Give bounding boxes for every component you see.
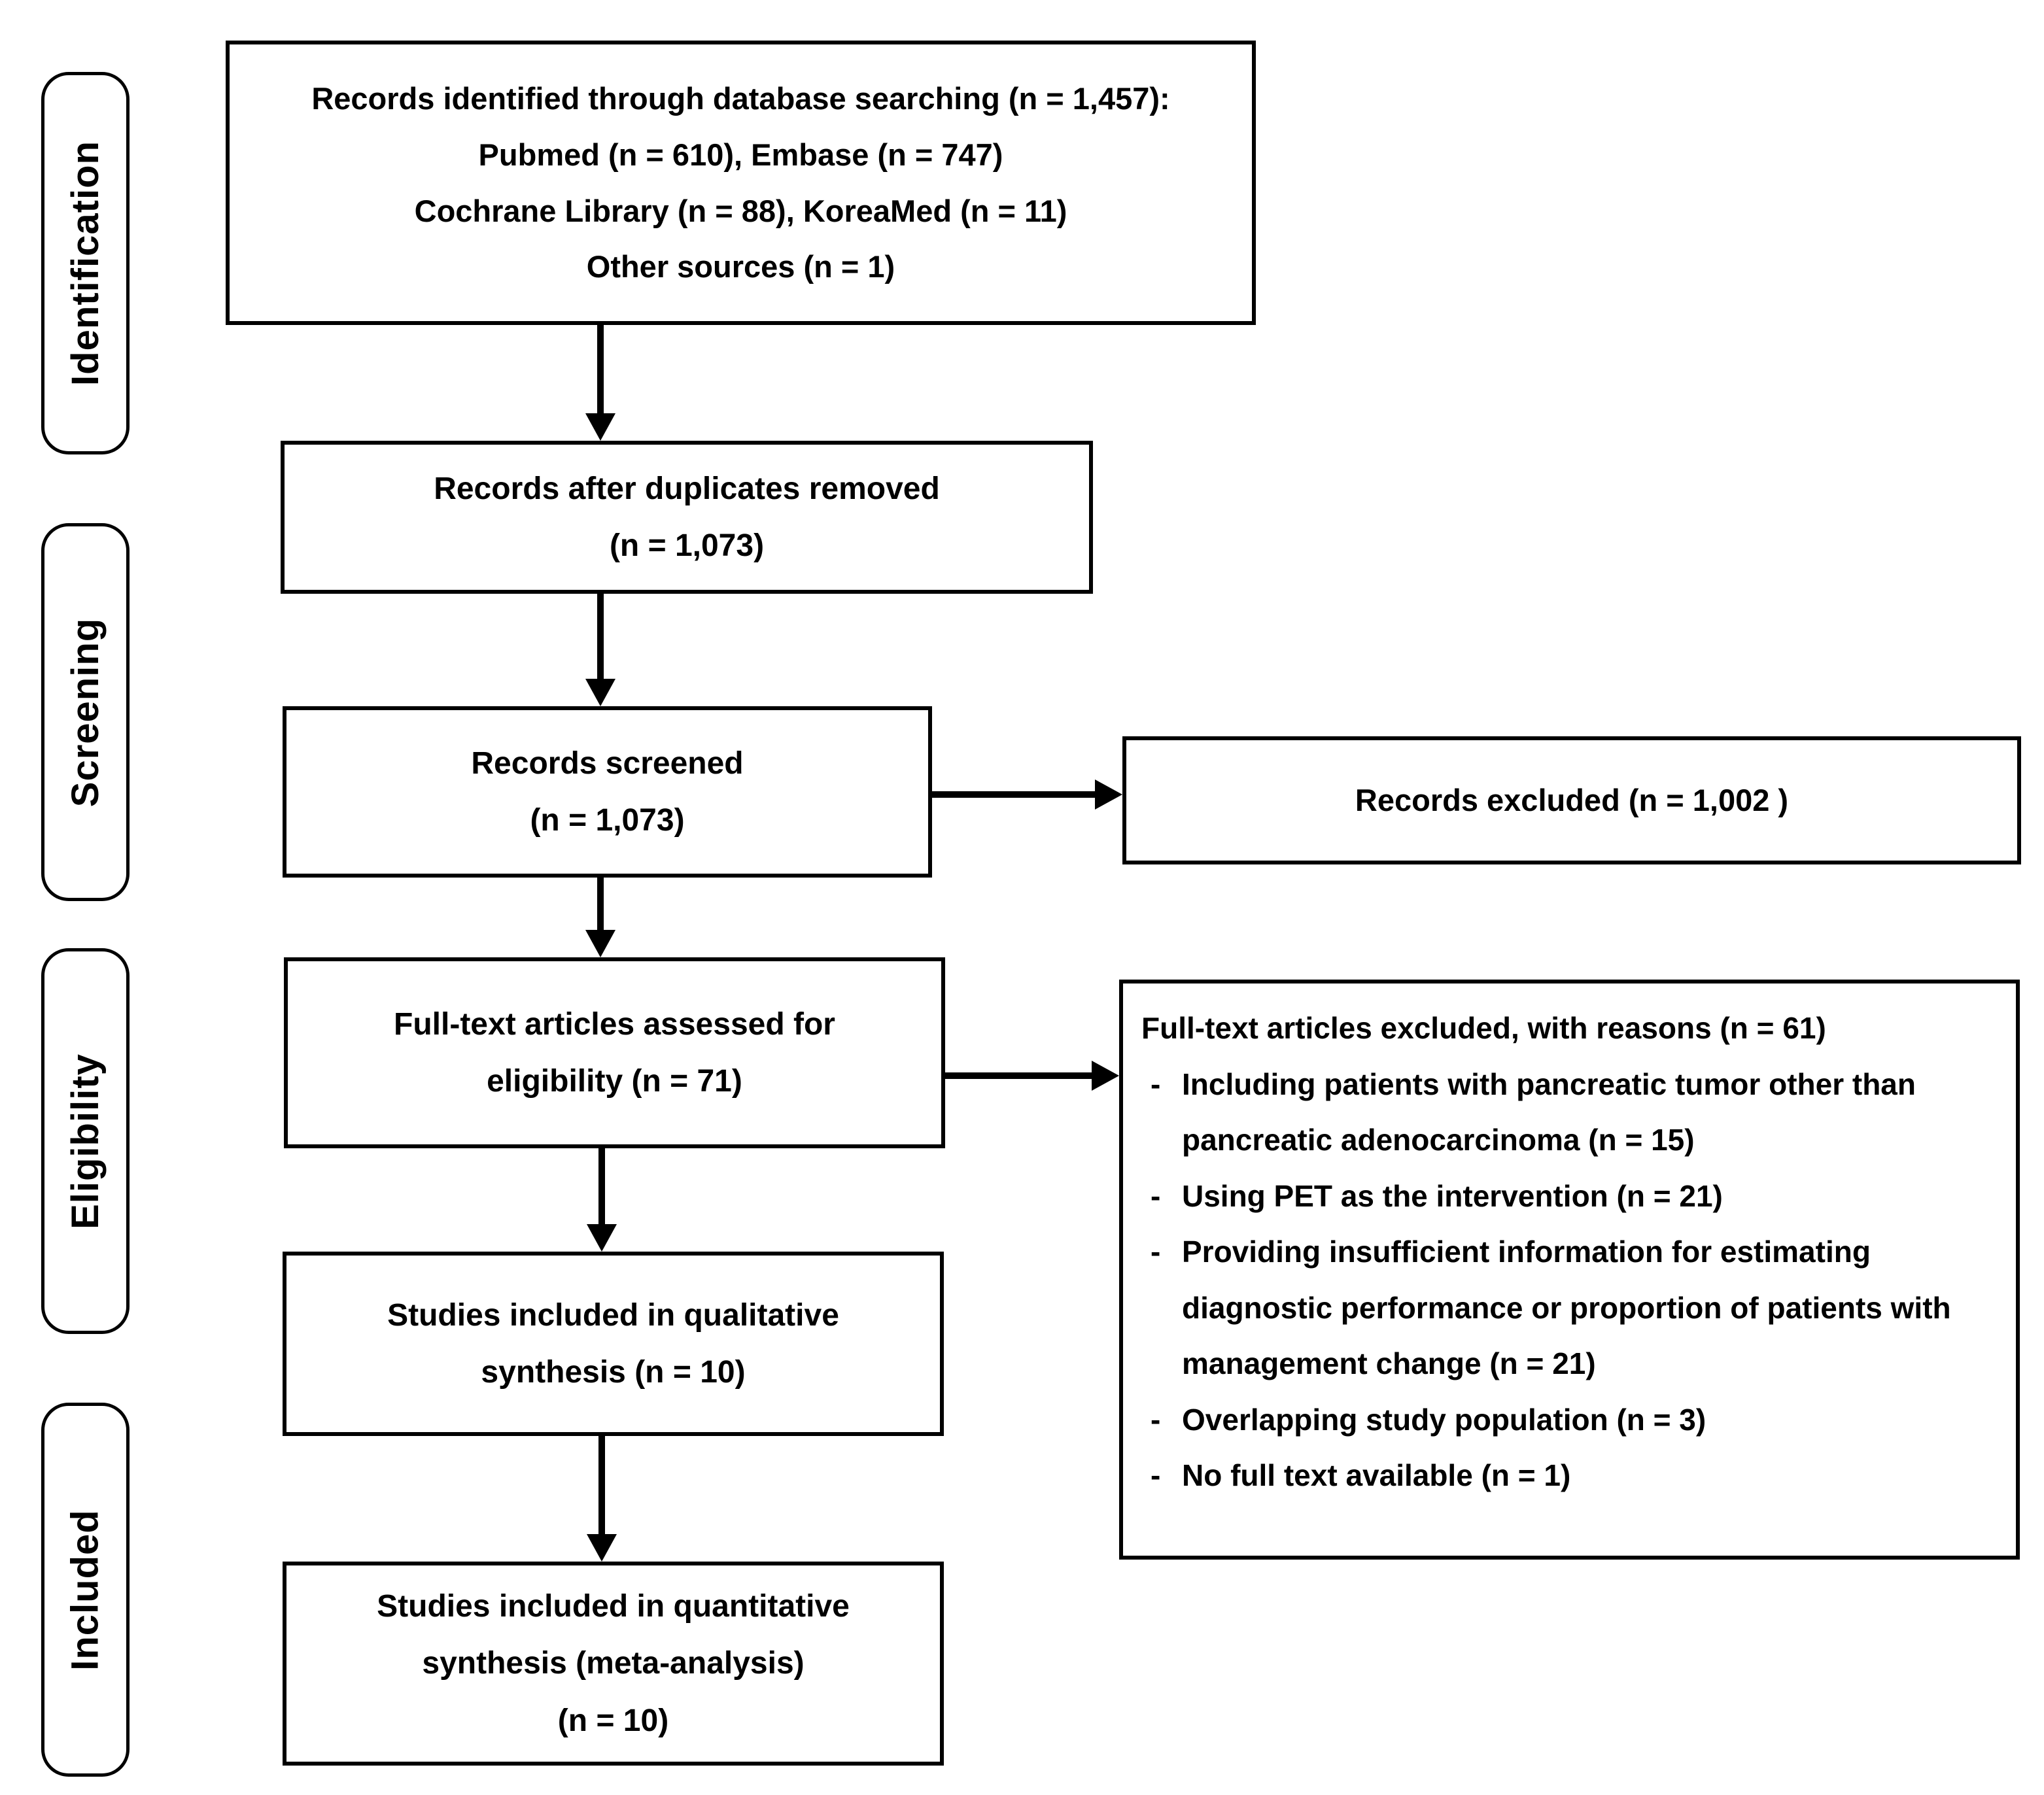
box-records-screened-text: Records screened (n = 1,073) bbox=[471, 745, 744, 838]
box-fulltext-assessed: Full-text articles assessed for eligibil… bbox=[284, 957, 945, 1148]
exclusion-reason-item: - Using PET as the intervention (n = 21) bbox=[1141, 1169, 2001, 1225]
box-qualitative-synthesis: Studies included in qualitative synthesi… bbox=[283, 1252, 944, 1436]
stage-identification-label: Identification bbox=[64, 141, 107, 386]
box-records-identified: Records identified through database sear… bbox=[226, 41, 1256, 325]
box-records-excluded-text: Records excluded (n = 1,002 ) bbox=[1355, 783, 1789, 818]
arrow-head bbox=[1095, 779, 1122, 810]
stage-screening-label: Screening bbox=[64, 617, 107, 807]
exclusion-reason-item: - Overlapping study population (n = 3) bbox=[1141, 1392, 2001, 1448]
box-fulltext-excluded: Full-text articles excluded, with reason… bbox=[1119, 980, 2020, 1560]
exclusion-reason-text: Overlapping study population (n = 3) bbox=[1182, 1402, 1706, 1437]
box-records-identified-text: Records identified through database sear… bbox=[311, 81, 1170, 284]
stage-eligibility-label: Eligibility bbox=[64, 1053, 107, 1229]
fulltext-excluded-header: Full-text articles excluded, with reason… bbox=[1141, 1011, 1826, 1045]
exclusion-reason-text: Including patients with pancreatic tumor… bbox=[1182, 1067, 1916, 1157]
arrow-screened-to-fulltext bbox=[585, 878, 615, 957]
box-quantitative-synthesis-text: Studies included in quantitative synthes… bbox=[377, 1588, 850, 1738]
arrow-shaft bbox=[932, 791, 1096, 798]
arrow-identified-to-dedup bbox=[585, 325, 615, 441]
exclusion-reason-text: No full text available (n = 1) bbox=[1182, 1458, 1571, 1493]
exclusion-reason-text: Using PET as the intervention (n = 21) bbox=[1182, 1178, 1723, 1213]
box-duplicates-removed: Records after duplicates removed (n = 1,… bbox=[281, 441, 1093, 594]
stage-screening: Screening bbox=[41, 523, 130, 901]
box-qualitative-synthesis-text: Studies included in qualitative synthesi… bbox=[387, 1297, 839, 1390]
box-records-excluded: Records excluded (n = 1,002 ) bbox=[1122, 736, 2021, 864]
box-fulltext-assessed-text: Full-text articles assessed for eligibil… bbox=[394, 1006, 835, 1099]
bullet-dash: - bbox=[1151, 1402, 1161, 1437]
stage-included: Included bbox=[41, 1403, 130, 1777]
arrow-head bbox=[587, 1224, 617, 1252]
arrow-head bbox=[585, 679, 615, 706]
exclusion-reason-item: - Including patients with pancreatic tum… bbox=[1141, 1057, 2001, 1169]
stage-included-label: Included bbox=[64, 1509, 107, 1671]
arrow-head bbox=[585, 413, 615, 441]
arrow-head bbox=[585, 930, 615, 957]
exclusion-reason-item: - Providing insufficient information for… bbox=[1141, 1224, 2001, 1392]
box-duplicates-removed-text: Records after duplicates removed (n = 1,… bbox=[434, 471, 940, 563]
arrow-fulltext-to-qualitative bbox=[587, 1148, 617, 1252]
exclusion-reason-text: Providing insufficient information for e… bbox=[1182, 1235, 1951, 1381]
bullet-dash: - bbox=[1151, 1235, 1161, 1269]
bullet-dash: - bbox=[1151, 1458, 1161, 1493]
bullet-dash: - bbox=[1151, 1067, 1161, 1101]
stage-eligibility: Eligibility bbox=[41, 948, 130, 1334]
box-quantitative-synthesis: Studies included in quantitative synthes… bbox=[283, 1562, 944, 1766]
arrow-shaft bbox=[597, 594, 604, 680]
box-records-screened: Records screened (n = 1,073) bbox=[283, 706, 932, 878]
arrow-fulltext-to-fulltext-excluded bbox=[945, 1061, 1119, 1091]
exclusion-reason-item: - No full text available (n = 1) bbox=[1141, 1448, 2001, 1504]
arrow-head bbox=[1092, 1061, 1119, 1091]
arrow-shaft bbox=[598, 1148, 605, 1225]
arrow-shaft bbox=[945, 1072, 1093, 1079]
arrow-screened-to-records-excluded bbox=[932, 779, 1122, 810]
bullet-dash: - bbox=[1151, 1178, 1161, 1213]
arrow-qualitative-to-quantitative bbox=[587, 1436, 617, 1562]
arrow-shaft bbox=[597, 325, 604, 415]
stage-identification: Identification bbox=[41, 72, 130, 454]
arrow-dedup-to-screened bbox=[585, 594, 615, 706]
arrow-shaft bbox=[597, 878, 604, 931]
arrow-head bbox=[587, 1534, 617, 1562]
arrow-shaft bbox=[598, 1436, 605, 1535]
